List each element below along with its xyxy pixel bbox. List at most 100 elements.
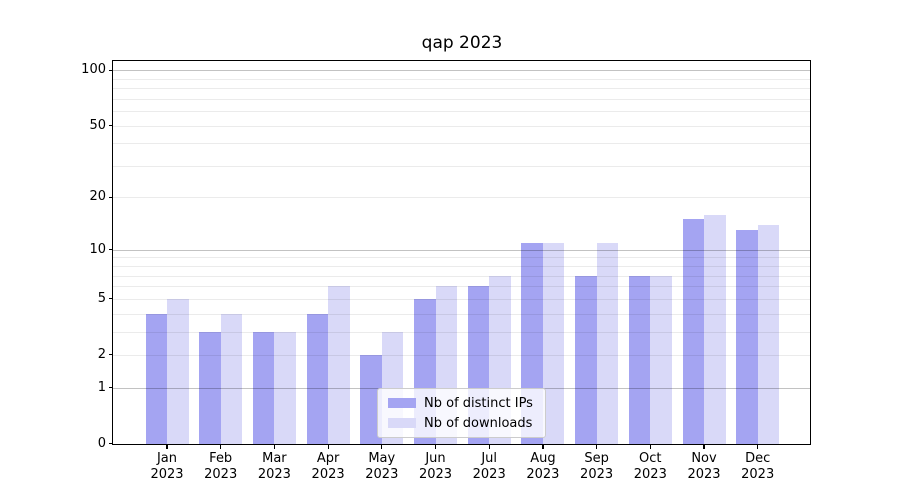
x-tick-year-aug: 2023 bbox=[526, 466, 560, 482]
gridline-minor-3 bbox=[113, 331, 810, 333]
gridline-minor-50 bbox=[113, 125, 810, 127]
x-tick-year-jun: 2023 bbox=[418, 466, 453, 482]
bar-downloads-dec bbox=[757, 224, 780, 444]
x-tick-mark-jul bbox=[488, 444, 490, 449]
legend: Nb of distinct IPs Nb of downloads bbox=[377, 388, 546, 438]
x-tick-month-oct: Oct bbox=[639, 451, 662, 466]
x-axis-tick-label-apr: Apr 2023 bbox=[296, 451, 360, 482]
x-axis-tick-label-feb: Feb 2023 bbox=[189, 451, 253, 482]
gridline-minor-6 bbox=[113, 286, 810, 288]
x-axis-tick-label-aug: Aug 2023 bbox=[511, 451, 575, 482]
x-tick-mark-aug bbox=[542, 444, 544, 449]
gridline-minor-9 bbox=[113, 257, 810, 259]
gridline-minor-70 bbox=[113, 98, 810, 100]
x-tick-month-jul: Jul bbox=[481, 451, 498, 466]
x-tick-month-sep: Sep bbox=[584, 451, 609, 466]
x-tick-mark-nov bbox=[703, 444, 705, 449]
x-tick-mark-jun bbox=[434, 444, 437, 449]
bar-downloads-mar bbox=[274, 331, 296, 444]
x-tick-year-jul: 2023 bbox=[472, 466, 506, 482]
gridline-minor-80 bbox=[113, 88, 810, 90]
y-axis-tick-label-50: 50 bbox=[89, 117, 106, 133]
y-axis-tick-label-100: 100 bbox=[81, 62, 106, 78]
x-tick-month-jun: Jun bbox=[425, 451, 446, 466]
gridline-major-10 bbox=[113, 249, 810, 251]
x-tick-month-nov: Nov bbox=[691, 451, 717, 466]
x-tick-month-aug: Aug bbox=[530, 451, 556, 466]
x-tick-mark-dec bbox=[757, 444, 759, 449]
x-tick-year-nov: 2023 bbox=[687, 466, 721, 482]
bar-downloads-sep bbox=[596, 242, 619, 444]
y-tick-mark-20 bbox=[108, 196, 113, 199]
bar-downloads-aug bbox=[542, 242, 565, 444]
gridline-minor-4 bbox=[113, 313, 810, 315]
legend-item-downloads: Nb of downloads bbox=[388, 416, 537, 431]
x-axis-tick-label-mar: Mar 2023 bbox=[242, 451, 306, 482]
y-tick-mark-2 bbox=[108, 354, 113, 356]
bar-ips-apr bbox=[306, 313, 329, 444]
x-axis-tick-label-oct: Oct 2023 bbox=[618, 451, 682, 482]
bar-downloads-feb bbox=[220, 313, 243, 444]
chart-title: qap 2023 bbox=[421, 33, 503, 53]
bar-ips-dec bbox=[736, 230, 758, 444]
x-axis-tick-label-jan: Jan 2023 bbox=[135, 451, 199, 482]
gridline-minor-5 bbox=[113, 298, 810, 300]
y-tick-mark-50 bbox=[108, 125, 113, 127]
x-axis-tick-label-nov: Nov 2023 bbox=[672, 451, 736, 482]
y-axis-tick-label-5: 5 bbox=[97, 290, 106, 306]
x-tick-month-apr: Apr bbox=[316, 451, 340, 466]
x-axis-tick-label-dec: Dec 2023 bbox=[726, 451, 790, 482]
bar-ips-jan bbox=[145, 313, 167, 444]
x-tick-month-feb: Feb bbox=[209, 451, 233, 466]
gridline-minor-20 bbox=[113, 197, 810, 199]
legend-label-distinct-ips: Nb of distinct IPs bbox=[424, 395, 533, 411]
y-tick-mark-10 bbox=[108, 249, 113, 251]
x-tick-year-jan: 2023 bbox=[150, 466, 184, 482]
gridline-minor-30 bbox=[113, 165, 810, 167]
bar-ips-oct bbox=[628, 275, 651, 444]
y-tick-mark-0 bbox=[108, 443, 113, 445]
y-axis-tick-label-10: 10 bbox=[89, 241, 106, 257]
bar-ips-nov bbox=[682, 219, 704, 444]
gridline-minor-40 bbox=[113, 143, 810, 145]
gridline-major-100 bbox=[113, 70, 810, 72]
y-axis-tick-label-0: 0 bbox=[97, 435, 106, 451]
x-tick-year-sep: 2023 bbox=[580, 466, 614, 482]
x-tick-mark-apr bbox=[327, 444, 329, 449]
x-tick-year-apr: 2023 bbox=[311, 466, 345, 482]
x-tick-mark-jan bbox=[166, 444, 168, 449]
x-tick-month-mar: Mar bbox=[262, 451, 287, 466]
gridline-minor-7 bbox=[113, 275, 810, 277]
gridline-minor-90 bbox=[113, 78, 810, 80]
legend-swatch-distinct-ips-icon bbox=[388, 398, 416, 408]
y-tick-mark-5 bbox=[108, 298, 113, 300]
x-tick-year-dec: 2023 bbox=[741, 466, 775, 482]
x-tick-mark-feb bbox=[220, 444, 222, 449]
gridline-minor-8 bbox=[113, 266, 810, 267]
legend-item-distinct-ips: Nb of distinct IPs bbox=[388, 396, 537, 411]
bar-downloads-nov bbox=[704, 214, 726, 444]
x-tick-mark-mar bbox=[273, 444, 276, 449]
x-axis-tick-label-jun: Jun 2023 bbox=[404, 451, 468, 482]
x-axis-tick-label-may: May 2023 bbox=[350, 451, 414, 482]
bar-ips-feb bbox=[199, 331, 221, 444]
x-tick-year-oct: 2023 bbox=[633, 466, 667, 482]
x-tick-mark-may bbox=[381, 444, 383, 449]
bar-downloads-jan bbox=[167, 298, 189, 444]
legend-swatch-downloads-icon bbox=[388, 418, 416, 428]
x-tick-month-jan: Jan bbox=[156, 451, 178, 466]
x-tick-mark-oct bbox=[649, 444, 651, 449]
gridline-minor-2 bbox=[113, 354, 810, 356]
x-tick-year-mar: 2023 bbox=[257, 466, 291, 482]
bar-ips-mar bbox=[252, 331, 275, 444]
legend-label-downloads: Nb of downloads bbox=[424, 415, 533, 431]
y-tick-mark-1 bbox=[108, 387, 113, 389]
y-axis-tick-label-20: 20 bbox=[89, 189, 106, 205]
x-tick-month-dec: Dec bbox=[745, 451, 771, 466]
x-tick-month-may: May bbox=[368, 451, 396, 466]
x-axis-tick-label-jul: Jul 2023 bbox=[457, 451, 521, 482]
x-tick-year-may: 2023 bbox=[365, 466, 399, 482]
x-tick-mark-sep bbox=[596, 444, 598, 449]
bar-ips-sep bbox=[575, 275, 597, 444]
